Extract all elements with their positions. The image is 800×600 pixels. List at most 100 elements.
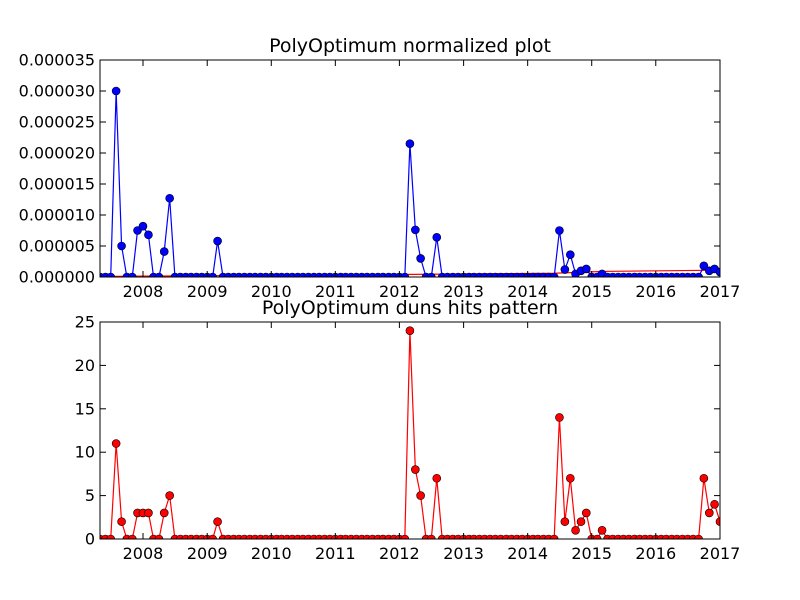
chart-hits-data-point <box>715 517 720 526</box>
chart-hits-plot-area <box>100 326 720 539</box>
chart-normalized-data-point <box>427 272 436 277</box>
chart-hits-xtick-label: 2014 <box>507 544 548 563</box>
chart-normalized: PolyOptimum normalized plot 0.0000000.00… <box>19 35 741 301</box>
chart-hits-data-point <box>566 473 575 483</box>
chart-hits-data-point <box>710 499 719 509</box>
chart-normalized-data-point <box>400 272 410 277</box>
chart-normalized-data-point <box>560 265 570 274</box>
chart-normalized-data-point <box>405 139 415 148</box>
chart-hits-xtick-label: 2011 <box>315 544 356 563</box>
chart-hits-data-point <box>427 534 436 539</box>
chart-hits-data-point <box>106 534 115 539</box>
chart-normalized-ytick-label: 0.000035 <box>19 51 95 70</box>
chart-hits-title: PolyOptimum duns hits pattern <box>262 297 558 319</box>
chart-hits-data-point <box>555 413 564 422</box>
chart-normalized-xtick-label: 2015 <box>571 282 612 301</box>
chart-hits-ytick-label: 5 <box>85 486 95 505</box>
chart-hits-data-point <box>159 508 169 518</box>
chart-normalized-data-point <box>549 272 559 277</box>
chart-hits-data-point <box>704 508 714 518</box>
chart-normalized-data-point <box>127 272 137 277</box>
chart-hits-xtick-label: 2012 <box>379 544 420 563</box>
chart-hits-data-point <box>127 534 137 539</box>
chart-hits-xtick-label: 2013 <box>443 544 484 563</box>
chart-normalized-ytick-label: 0.000030 <box>19 82 95 101</box>
chart-normalized-xtick-label: 2009 <box>187 282 228 301</box>
chart-hits-frame <box>99 321 721 540</box>
chart-hits-data-point <box>154 534 164 539</box>
chart-hits: PolyOptimum duns hits pattern 0 5 10 15 20 25… <box>75 297 741 563</box>
chart-normalized-xtick-label: 2011 <box>315 282 356 301</box>
chart-hits-ytick-label: 15 <box>75 399 95 418</box>
chart-normalized-data-point <box>555 226 564 235</box>
chart-hits-data-point <box>549 534 559 539</box>
chart-hits-data-point <box>694 534 703 539</box>
chart-hits-xtick-label: 2010 <box>251 544 292 563</box>
chart-normalized-data-point <box>213 236 222 246</box>
chart-normalized-xtick-label: 2017 <box>700 282 741 301</box>
chart-normalized-data-point <box>138 221 148 231</box>
chart-hits-data-point <box>592 534 602 539</box>
chart-hits-ytick-label: 25 <box>75 313 95 332</box>
chart-hits-data-point <box>117 517 126 526</box>
chart-normalized-xtick-label: 2013 <box>443 282 484 301</box>
chart-hits-xtick-label: 2015 <box>571 544 612 563</box>
chart-hits-xtick-label: 2008 <box>123 544 164 563</box>
chart-hits-data-point <box>400 534 410 539</box>
chart-normalized-plot-area <box>100 86 720 277</box>
chart-hits-xtick-label: 2017 <box>700 544 741 563</box>
chart-normalized-data-point <box>165 193 174 203</box>
chart-normalized-data-point <box>432 233 442 242</box>
chart-hits-ytick-label: 0 <box>85 530 95 549</box>
chart-normalized-data-point <box>699 261 709 271</box>
chart-normalized-series <box>100 86 720 277</box>
chart-normalized-data-point <box>154 272 164 277</box>
chart-normalized-ytick-label: 0.000025 <box>19 113 95 132</box>
chart-normalized-ytick-label: 0.000020 <box>19 144 95 163</box>
chart-normalized-axes: 0.000000 0.000005 0.000010 0.000015 0.000020… <box>19 51 741 302</box>
chart-normalized-frame <box>99 59 721 278</box>
chart-hits-data-point <box>208 534 217 539</box>
chart-normalized-xtick-label: 2010 <box>251 282 292 301</box>
chart-normalized-ytick-label: 0.000010 <box>19 206 95 225</box>
chart-normalized-title: PolyOptimum normalized plot <box>269 35 551 57</box>
chart-normalized-data-point <box>411 225 420 235</box>
chart-normalized-data-point <box>581 264 591 274</box>
chart-normalized-xtick-label: 2014 <box>507 282 548 301</box>
chart-hits-data-point <box>165 491 174 500</box>
chart-normalized-xtick-label: 2008 <box>123 282 164 301</box>
chart-hits-data-point <box>597 526 607 535</box>
chart-normalized-data-point <box>416 254 425 263</box>
chart-normalized-data-point <box>111 86 121 96</box>
chart-normalized-data-point <box>106 272 115 277</box>
chart-hits-ytick-label: 10 <box>75 443 95 462</box>
chart-normalized-data-point <box>117 241 126 251</box>
chart-hits-data-point <box>213 517 222 526</box>
chart-hits-data-point <box>699 473 709 483</box>
chart-hits-data-point <box>405 326 415 335</box>
chart-hits-series <box>100 326 720 539</box>
chart-hits-data-point <box>111 439 121 448</box>
chart-hits-data-point <box>576 517 586 526</box>
chart-hits-data-point <box>581 508 591 518</box>
chart-normalized-data-point <box>715 267 720 277</box>
chart-hits-axes: 0 5 10 15 20 25 2008 2009 2010 2011 2012 2013 2014 20… <box>75 313 741 564</box>
chart-normalized-ytick-label: 0.000005 <box>19 237 95 256</box>
chart-normalized-data-point <box>144 230 153 240</box>
chart-hits-xtick-label: 2016 <box>635 544 676 563</box>
chart-normalized-data-point <box>694 272 703 277</box>
chart-hits-data-point <box>416 491 425 500</box>
chart-normalized-ytick-label: 0.000015 <box>19 175 95 194</box>
chart-hits-xtick-label: 2009 <box>187 544 228 563</box>
chart-normalized-xtick-label: 2012 <box>379 282 420 301</box>
chart-normalized-data-point <box>159 247 169 256</box>
chart-hits-data-point <box>144 508 153 518</box>
chart-normalized-ytick-label: 0.000000 <box>19 268 95 287</box>
chart-normalized-xtick-label: 2016 <box>635 282 676 301</box>
chart-hits-data-point <box>571 526 580 535</box>
chart-hits-data-point <box>411 465 420 474</box>
chart-normalized-data-point <box>566 250 575 259</box>
chart-hits-data-point <box>560 517 570 526</box>
